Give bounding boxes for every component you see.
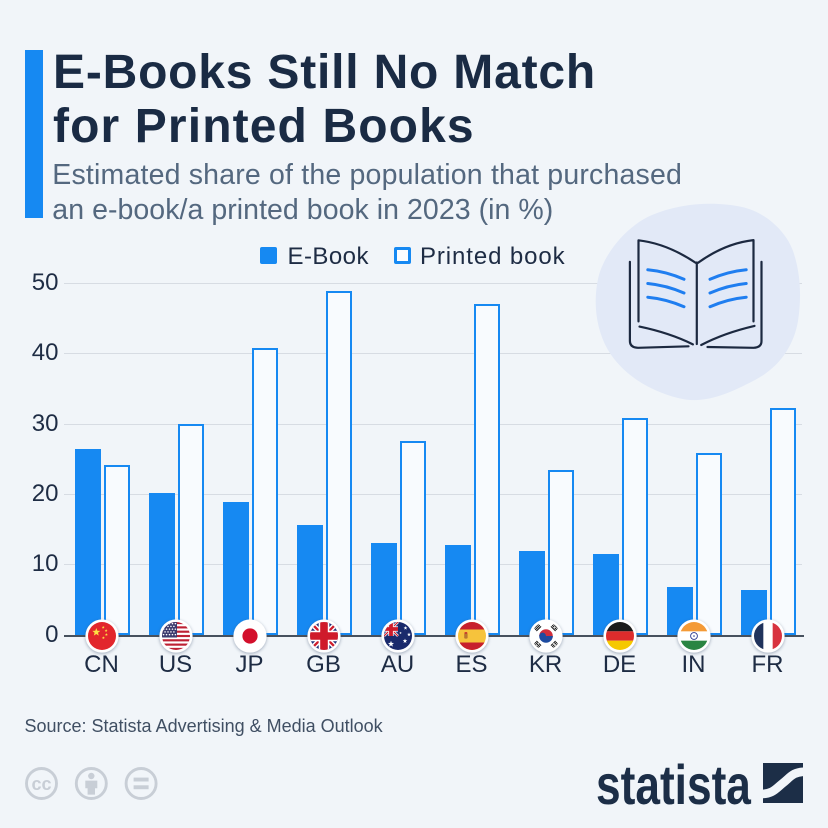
svg-text:cc: cc <box>31 774 51 794</box>
